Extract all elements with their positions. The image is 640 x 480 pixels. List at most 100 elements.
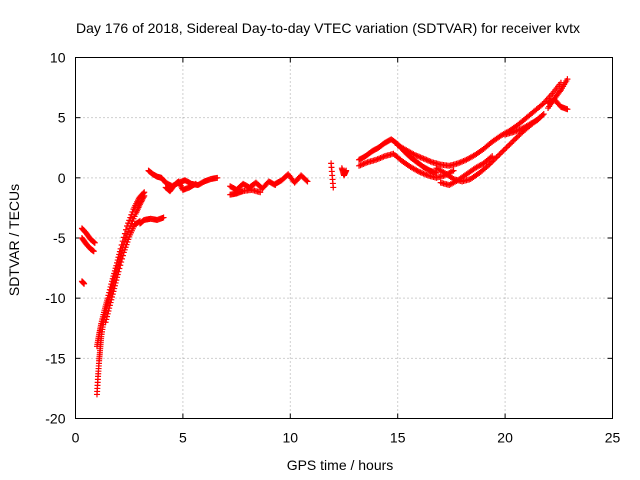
data-point-marker [114,271,121,278]
data-point-marker [109,291,116,298]
y-axis-ticks: -20 -15 -10 -5 0 5 10 [45,50,613,427]
data-point-marker [513,134,520,141]
x-tick-label: 0 [72,430,80,446]
data-point-marker [106,286,113,293]
data-point-marker [109,275,116,282]
data-point-marker [512,136,519,143]
data-point-marker [104,310,111,317]
data-point-marker [90,248,97,255]
data-point-marker [103,316,110,323]
data-point-marker [123,241,130,248]
x-axis-label: GPS time / hours [287,457,394,473]
y-tick-label: -20 [45,411,65,427]
data-point-marker [214,174,221,181]
data-point-marker [119,252,126,259]
data-point-marker [493,154,500,161]
data-point-marker [120,234,127,241]
data-point-marker [121,246,128,253]
data-point-marker [112,279,119,286]
data-point-marker [110,288,117,295]
data-point-marker [106,305,113,312]
data-point-marker [111,270,118,277]
data-point-marker [105,308,112,315]
data-point-marker [343,167,350,174]
data-point-marker [114,257,121,264]
data-point-marker [330,184,337,191]
data-point-marker [116,248,123,255]
data-point-marker [160,214,167,221]
data-point-marker [504,143,511,150]
data-point-marker [496,151,503,158]
data-point-marker [257,189,264,196]
data-point-marker [106,289,113,296]
data-point-marker [497,150,504,157]
x-axis-ticks: 0 5 10 15 20 25 [72,57,621,446]
data-point-marker [109,293,116,300]
data-point-marker [114,274,121,281]
y-tick-label: 10 [50,50,66,66]
data-points [78,76,571,398]
data-point-marker [125,236,132,243]
data-point-marker [540,111,547,118]
x-tick-label: 25 [605,430,621,446]
y-tick-label: -5 [53,230,66,246]
data-point-marker [121,230,128,237]
data-point-marker [564,106,571,113]
data-point-marker [510,137,517,144]
data-point-marker [104,313,111,320]
data-point-marker [191,181,198,188]
data-point-marker [450,167,457,174]
plot-frame [75,57,613,419]
data-point-marker [516,131,523,138]
x-tick-label: 20 [497,430,513,446]
data-point-marker [110,273,117,280]
data-point-marker [113,277,120,284]
data-point-marker [116,265,123,272]
data-point-marker [509,138,516,145]
y-tick-label: -10 [45,290,65,306]
data-point-marker [105,292,112,299]
data-point-marker [539,112,546,119]
data-point-marker [506,141,513,148]
data-point-marker [108,281,115,288]
y-tick-label: 0 [58,170,66,186]
data-point-marker [503,144,510,151]
data-point-marker [128,211,135,218]
data-point-marker [118,259,125,266]
data-point-marker [111,267,118,274]
data-point-marker [115,254,122,261]
data-point-marker [127,214,134,221]
data-point-marker [119,238,126,245]
data-point-marker [124,239,131,246]
x-tick-label: 15 [390,430,406,446]
x-tick-label: 10 [283,430,299,446]
data-point-marker [120,249,127,256]
data-point-marker [111,282,118,289]
data-point-marker [141,189,148,196]
y-axis-label: SDTVAR / TECUs [6,184,22,296]
data-point-marker [117,262,124,269]
data-point-marker [129,208,136,215]
data-point-marker [126,217,133,224]
data-point-marker [304,178,311,185]
data-point-marker [116,251,123,258]
data-point-marker [140,190,147,197]
data-point-marker [111,285,118,292]
data-point-marker [117,245,124,252]
chart-title: Day 176 of 2018, Sidereal Day-to-day VTE… [76,20,580,36]
data-point-marker [81,280,88,287]
y-tick-label: -15 [45,350,65,366]
data-point-marker [507,140,514,147]
data-point-marker [109,278,116,285]
data-point-marker [499,148,506,155]
data-point-marker [115,268,122,275]
data-point-marker [106,302,113,309]
data-point-marker [500,147,507,154]
data-point-marker [124,222,131,229]
y-tick-label: 5 [58,110,66,126]
data-point-marker [114,259,121,266]
data-point-marker [192,180,199,187]
x-tick-label: 5 [179,430,187,446]
data-point-marker [91,239,98,246]
